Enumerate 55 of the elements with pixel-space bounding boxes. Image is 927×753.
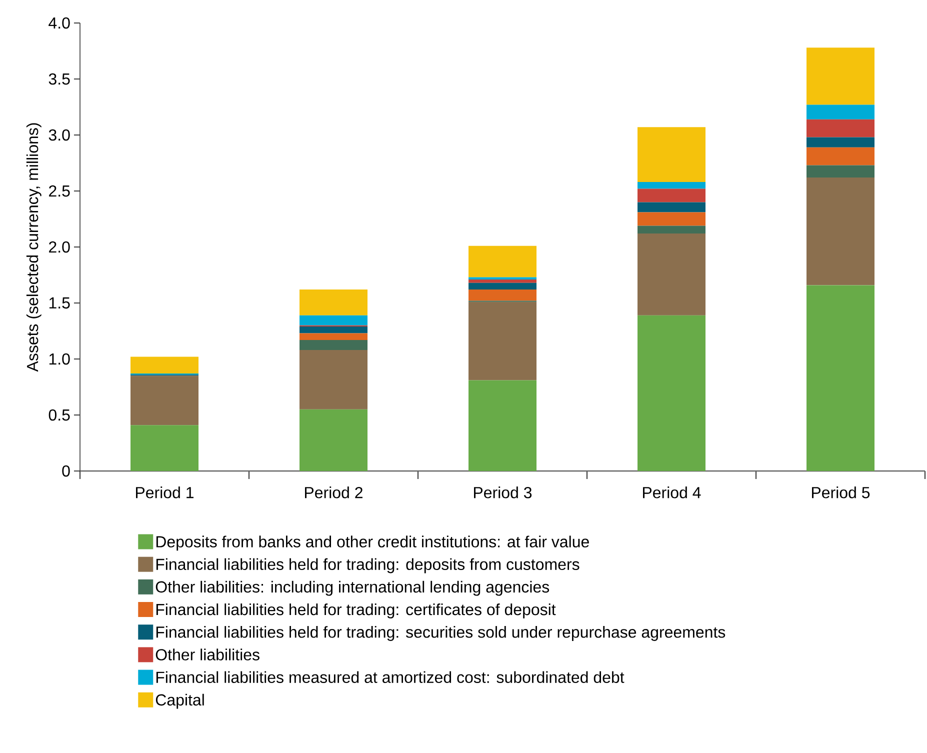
y-tick-label: 2.5 [49, 185, 70, 197]
bar [638, 182, 706, 189]
bar [638, 202, 706, 212]
legend-label: Financial liabilities held for trading: certificates of deposit [156, 603, 556, 618]
legend-label: Capital [156, 694, 204, 709]
bar [468, 302, 536, 380]
bar [130, 376, 199, 426]
y-tick-label: 0 [62, 465, 70, 477]
bar [300, 333, 368, 340]
y-tick-label: 0.5 [48, 409, 70, 421]
legend-label: Financial liabilities measured at amortized cost: subordinated debt [156, 671, 624, 683]
bar [806, 137, 874, 148]
bar [638, 127, 706, 182]
bar [638, 315, 706, 471]
bar [638, 212, 706, 226]
legend-label: Other liabilities: including international lending agencies [156, 580, 550, 596]
bar [806, 104, 874, 120]
bar [468, 282, 536, 290]
y-tick-label: 3.5 [48, 73, 70, 85]
bar [806, 165, 874, 178]
bar [468, 279, 536, 283]
bar [300, 290, 368, 316]
bar [300, 326, 368, 334]
bar [300, 409, 368, 471]
bar [806, 147, 874, 166]
x-tick-label: Period 1 [136, 486, 194, 498]
y-tick-label: 1.5 [49, 297, 70, 309]
x-tick-label: Period 3 [474, 486, 532, 498]
bar [806, 48, 874, 105]
legend-label: Deposits from banks and other credit institutions: at fair value [156, 536, 589, 551]
bar [638, 234, 706, 316]
x-tick-label: Period 2 [305, 486, 362, 498]
bar [130, 356, 199, 374]
bar [300, 350, 368, 410]
bar [468, 246, 536, 278]
legend-label: Other liabilities [156, 648, 260, 660]
bar [806, 285, 874, 471]
y-tick-label: 2.0 [49, 241, 70, 253]
bar [300, 315, 368, 326]
legend-label: Financial liabilities held for trading: securities sold under repurchase agreements [156, 626, 726, 641]
legend-label: Financial liabilities held for trading: deposits from customers [156, 558, 580, 574]
x-tick-label: Period 5 [812, 486, 870, 498]
y-tick-label: 4.0 [48, 17, 70, 29]
bar [638, 188, 706, 202]
x-tick-label: Period 4 [643, 486, 701, 498]
bar [130, 425, 199, 471]
bar [468, 380, 536, 471]
bar [300, 340, 368, 350]
bar [638, 226, 706, 234]
y-tick-label: 1.0 [49, 353, 70, 365]
y-tick-label: 3.0 [48, 129, 70, 141]
bar [806, 119, 874, 138]
bar [806, 178, 874, 286]
y-axis-title: Assets (selected currency, millions) [26, 123, 42, 372]
bar [468, 290, 536, 301]
